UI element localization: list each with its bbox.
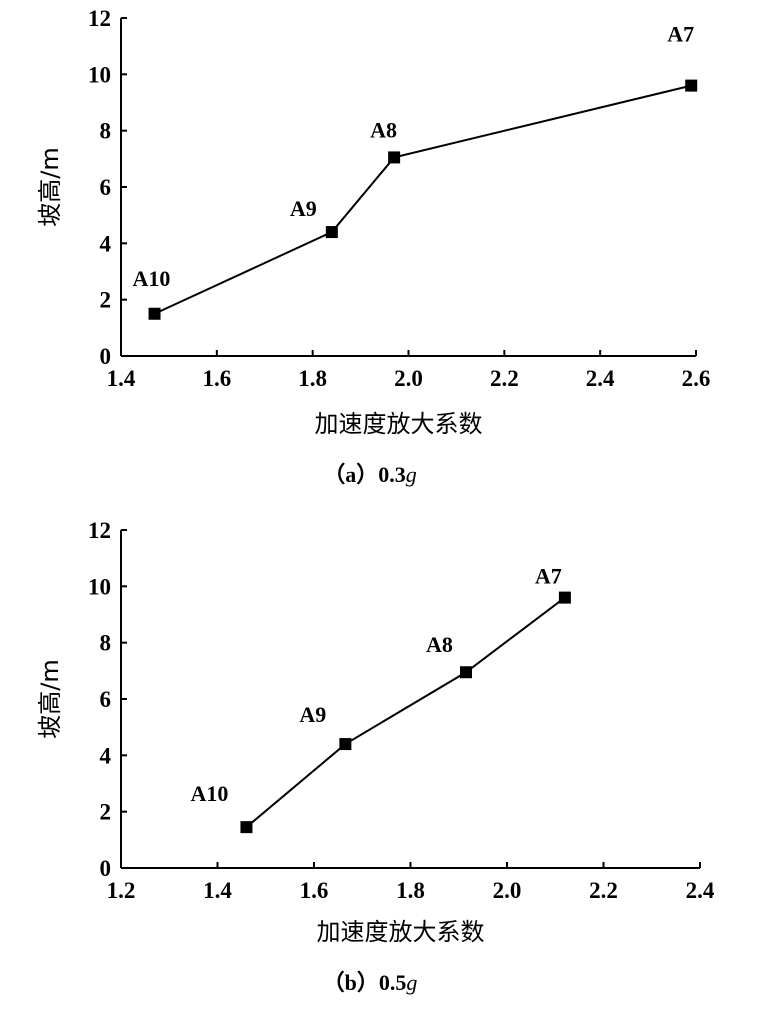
y-tick-label: 4 [100, 743, 112, 768]
x-axis-title: 加速度放大系数 [315, 410, 483, 438]
chart-caption: （a）0.3g [323, 462, 417, 487]
x-tick-label: 1.4 [203, 878, 232, 903]
caption-text: （a）0.3 [323, 462, 406, 487]
data-point-a9 [339, 738, 352, 751]
chart-a: 0 2 4 6 8 10 12 1.4 1.6 1.8 2.0 2.2 2.4 2.6 A10 A9 A8 A7 坡… [36, 6, 710, 487]
x-tick-label: 1.4 [107, 366, 136, 391]
data-point-a10 [148, 307, 161, 320]
caption-g: g [406, 462, 417, 487]
point-label: A8 [370, 117, 397, 142]
data-point-a9 [325, 226, 338, 239]
point-label: A9 [299, 702, 326, 727]
caption-g: g [406, 970, 417, 995]
x-tick-label: 2.4 [686, 878, 715, 903]
y-tick-label: 8 [100, 631, 112, 656]
data-point-a10 [240, 821, 253, 834]
x-tick-label: 2.2 [490, 366, 519, 391]
x-tick-label: 2.0 [493, 878, 522, 903]
data-point-a8 [459, 666, 472, 679]
y-tick-label: 10 [88, 62, 111, 87]
y-tick-label: 2 [100, 800, 112, 825]
y-tick-label: 2 [100, 288, 112, 313]
x-tick-label: 1.6 [202, 366, 231, 391]
y-tick-label: 6 [100, 175, 112, 200]
y-tick-label: 0 [100, 856, 112, 881]
y-tick-label: 4 [100, 231, 112, 256]
x-axis-title: 加速度放大系数 [317, 918, 485, 946]
x-tick-label: 2.2 [589, 878, 618, 903]
point-label: A10 [133, 266, 171, 291]
y-tick-label: 8 [100, 119, 112, 144]
y-tick-label: 10 [88, 574, 111, 599]
series-line [245, 596, 566, 828]
chart-caption: （b）0.5g [323, 970, 418, 995]
y-tick-label: 6 [100, 687, 112, 712]
data-point-a8 [388, 151, 401, 164]
point-label: A10 [190, 781, 228, 806]
caption-text: （b）0.5 [323, 970, 407, 995]
data-point-a7 [558, 591, 571, 604]
x-tick-label: 1.2 [107, 878, 136, 903]
point-label: A8 [426, 632, 453, 657]
y-tick-label: 0 [100, 344, 112, 369]
x-tick-label: 1.8 [298, 366, 327, 391]
y-axis-title: 坡高/m [36, 147, 64, 226]
x-tick-label: 1.6 [300, 878, 329, 903]
data-point-a7 [685, 79, 698, 92]
chart-b: 0 2 4 6 8 10 12 1.2 1.4 1.6 1.8 2.0 2.2 2.4 A10 A9 A8 A7 坡… [36, 518, 715, 995]
y-axis-title: 坡高/m [36, 659, 64, 738]
x-tick-label: 1.8 [396, 878, 425, 903]
x-tick-label: 2.6 [682, 366, 711, 391]
x-tick-label: 2.0 [394, 366, 423, 391]
x-tick-label: 2.4 [586, 366, 615, 391]
point-label: A9 [290, 196, 317, 221]
y-tick-label: 12 [88, 6, 111, 31]
y-tick-label: 12 [88, 518, 111, 543]
series-line [154, 84, 692, 315]
point-label: A7 [535, 564, 562, 589]
point-label: A7 [667, 22, 694, 47]
